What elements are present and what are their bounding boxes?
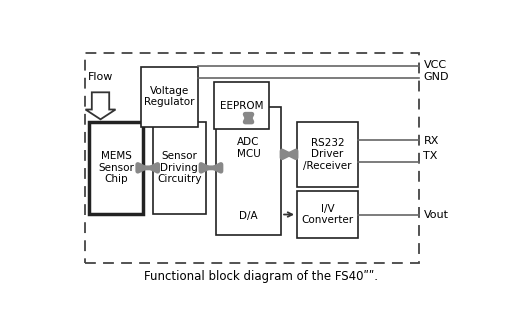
Text: D/A: D/A bbox=[239, 211, 258, 221]
Bar bbox=[86, 53, 418, 263]
Bar bbox=[140, 67, 197, 127]
Bar bbox=[296, 122, 357, 187]
Bar bbox=[89, 122, 143, 214]
Text: RS232
Driver
/Receiver: RS232 Driver /Receiver bbox=[303, 138, 351, 171]
Bar bbox=[152, 122, 206, 214]
Bar bbox=[296, 190, 357, 239]
Text: GND: GND bbox=[422, 72, 448, 82]
Polygon shape bbox=[86, 92, 116, 119]
Text: Vout: Vout bbox=[422, 210, 447, 220]
Text: ADC
MCU: ADC MCU bbox=[236, 137, 260, 159]
Text: I/V
Converter: I/V Converter bbox=[301, 204, 353, 225]
Text: MEMS
Sensor
Chip: MEMS Sensor Chip bbox=[98, 151, 134, 184]
Text: Functional block diagram of the FS40ʺʺ.: Functional block diagram of the FS40ʺʺ. bbox=[144, 270, 378, 283]
Bar bbox=[215, 107, 280, 235]
Text: EEPROM: EEPROM bbox=[219, 101, 263, 111]
Text: TX: TX bbox=[422, 151, 437, 161]
Text: VCC: VCC bbox=[422, 60, 446, 70]
Bar bbox=[214, 83, 269, 129]
Text: Flow: Flow bbox=[88, 72, 113, 83]
Text: RX: RX bbox=[422, 136, 438, 146]
Text: Voltage
Regulator: Voltage Regulator bbox=[144, 86, 194, 108]
Text: Sensor
Driving
Circuitry: Sensor Driving Circuitry bbox=[157, 151, 201, 184]
